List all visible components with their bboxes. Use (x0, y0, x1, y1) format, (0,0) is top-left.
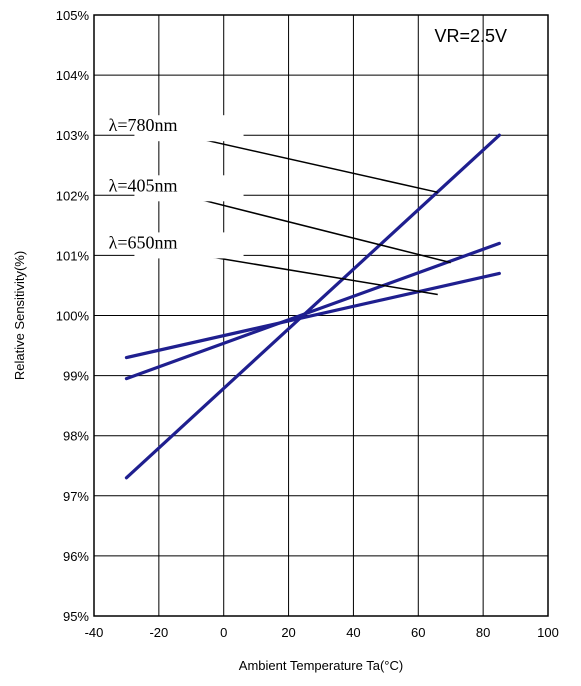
condition-annotation: VR=2.5V (435, 26, 508, 46)
x-tick-label: 60 (411, 625, 425, 640)
series-line (124, 271, 501, 360)
series-label: λ=650nm (109, 232, 178, 252)
y-axis-label: Relative Sensitivity(%) (12, 251, 27, 380)
label-pointer (183, 194, 451, 264)
y-tick-label: 95% (63, 609, 89, 624)
x-tick-label: 40 (346, 625, 360, 640)
plot-frame (93, 14, 549, 617)
label-background (134, 115, 244, 142)
label-pointers (183, 134, 451, 296)
label-pointer (183, 251, 438, 296)
grid (94, 15, 548, 616)
series-label: λ=405nm (109, 175, 178, 195)
y-tick-label: 102% (56, 188, 90, 203)
x-tick-label: -20 (149, 625, 168, 640)
y-tick-label: 101% (56, 248, 90, 263)
label-pointer (183, 134, 438, 194)
x-tick-label: 0 (220, 625, 227, 640)
series-labels: λ=780nm λ=405nm λ=650nm (109, 115, 244, 259)
y-tick-label: 100% (56, 309, 90, 324)
x-tick-label: -40 (85, 625, 104, 640)
x-tick-label: 20 (281, 625, 295, 640)
series-line (124, 241, 501, 381)
y-tick-label: 99% (63, 369, 89, 384)
y-tick-labels: 95% 96% 97% 98% 99% 100% 101% 102% 103% 104% 105% (56, 8, 90, 624)
label-background (134, 232, 244, 259)
y-tick-label: 98% (63, 429, 89, 444)
y-tick-label: 105% (56, 8, 90, 23)
x-tick-label: 100 (537, 625, 559, 640)
x-tick-label: 80 (476, 625, 490, 640)
label-background (134, 175, 244, 202)
x-tick-labels: -40 -20 0 20 40 60 80 100 (85, 625, 559, 640)
series-label: λ=780nm (109, 115, 178, 135)
y-tick-label: 96% (63, 549, 89, 564)
y-tick-label: 103% (56, 128, 90, 143)
y-tick-label: 104% (56, 68, 90, 83)
x-axis-label: Ambient Temperature Ta(°C) (239, 658, 403, 673)
y-tick-label: 97% (63, 489, 89, 504)
